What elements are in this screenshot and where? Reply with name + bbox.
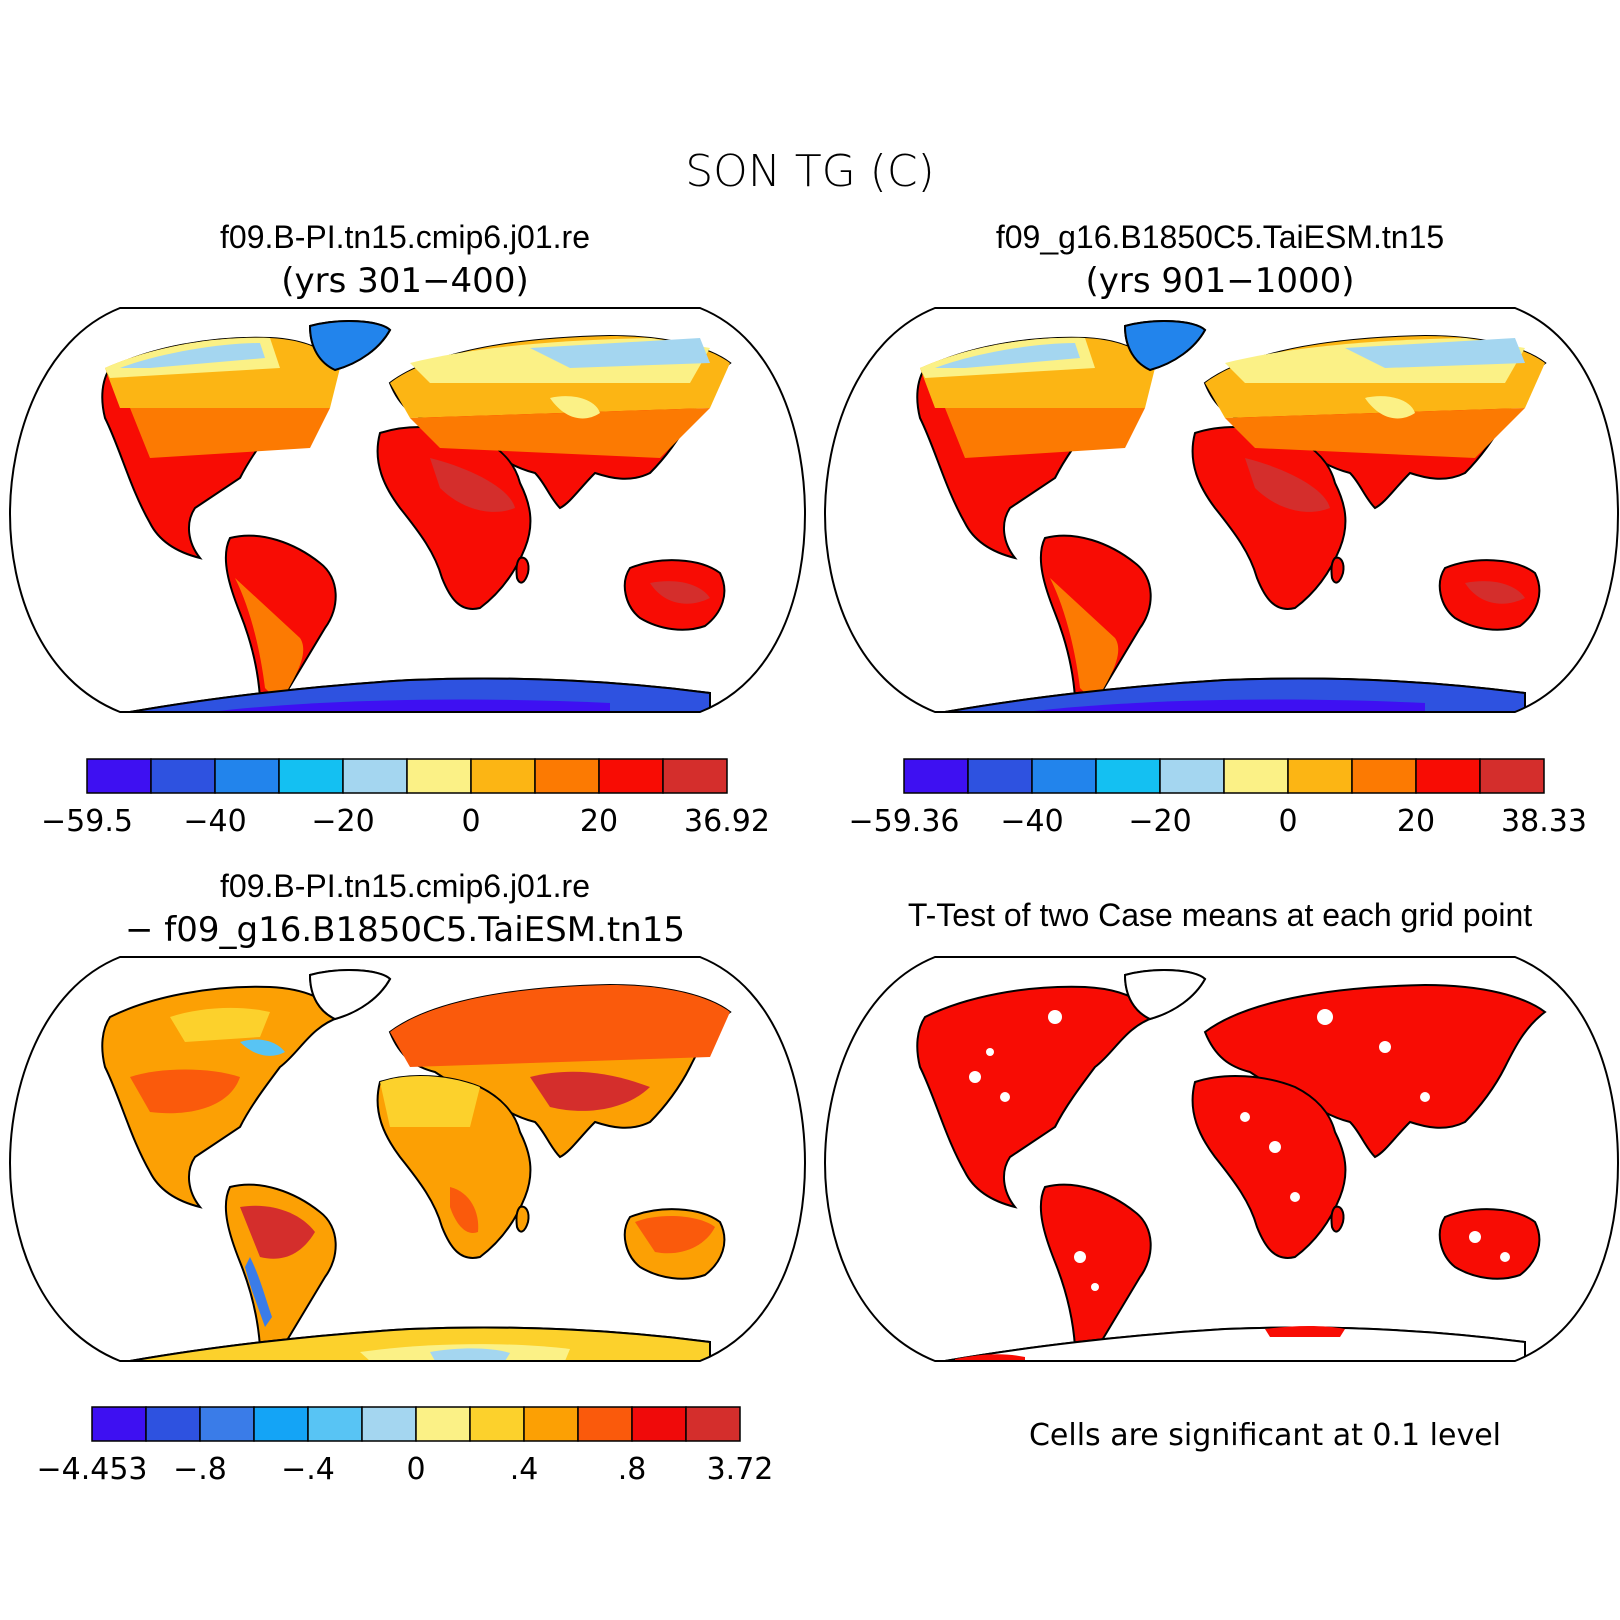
colorbar-tick-label: −59.36 — [848, 804, 959, 839]
colorbar-swatch — [903, 758, 969, 794]
colorbar-swatch — [534, 758, 600, 794]
colorbar-swatch — [470, 758, 536, 794]
map-border — [823, 956, 1620, 1362]
colorbar-swatch — [150, 758, 216, 794]
colorbar-swatch — [631, 1406, 687, 1442]
colorbar-swatch — [1287, 758, 1353, 794]
colorbar-swatch — [967, 758, 1033, 794]
panel-case1: f09.B-PI.tn15.cmip6.j01.re (yrs 301−400) — [8, 219, 807, 839]
map-difference — [10, 957, 805, 1361]
colorbar-swatch — [199, 1406, 255, 1442]
colorbar-tick-label: −59.5 — [41, 804, 133, 839]
colorbar-swatch — [598, 758, 664, 794]
colorbar-swatch — [523, 1406, 579, 1442]
map-case2 — [825, 308, 1619, 712]
panel-title: f09_g16.B1850C5.TaiESM.tn15 — [996, 219, 1444, 255]
colorbar-case2: −59.36 −40 −20 0 20 38.33 — [848, 758, 1587, 839]
colorbar-swatch — [1479, 758, 1545, 794]
colorbar-tick-label: 3.72 — [707, 1452, 774, 1487]
panel-subtitle: − f09_g16.B1850C5.TaiESM.tn15 — [125, 910, 685, 950]
panel-ttest: T-Test of two Case means at each grid po… — [823, 897, 1620, 1453]
colorbar-tick-label: 20 — [580, 804, 618, 839]
colorbar-tick-label: 38.33 — [1501, 804, 1587, 839]
colorbar-swatch — [1095, 758, 1161, 794]
colorbar-swatch — [86, 758, 152, 794]
colorbar-swatch — [91, 1406, 147, 1442]
colorbar-swatch — [1223, 758, 1289, 794]
colorbar-tick-label: −40 — [183, 804, 246, 839]
colorbar-tick-label: .4 — [510, 1452, 539, 1487]
significance-note: Cells are significant at 0.1 level — [1029, 1418, 1501, 1453]
colorbar-tick-label: 0 — [1278, 804, 1297, 839]
map-border — [8, 307, 807, 713]
colorbar-swatch — [662, 758, 728, 794]
colorbar-swatch — [307, 1406, 363, 1442]
map-border — [8, 956, 807, 1362]
colorbar-swatch — [1415, 758, 1481, 794]
colorbar-tick-label: −20 — [1128, 804, 1191, 839]
panel-title: T-Test of two Case means at each grid po… — [908, 897, 1532, 933]
colorbar-swatch — [406, 758, 472, 794]
panel-title: f09.B-PI.tn15.cmip6.j01.re — [220, 219, 590, 255]
colorbar-tick-label: −40 — [1000, 804, 1063, 839]
panel-case2: f09_g16.B1850C5.TaiESM.tn15 (yrs 901−100… — [823, 219, 1620, 839]
colorbar-swatch — [214, 758, 280, 794]
map-border — [823, 307, 1620, 713]
colorbar-tick-label: −.4 — [281, 1452, 335, 1487]
panel-difference: f09.B-PI.tn15.cmip6.j01.re − f09_g16.B18… — [8, 868, 807, 1487]
figure-title: SON TG (C) — [685, 146, 934, 197]
colorbar-swatch — [278, 758, 344, 794]
colorbar-tick-label: 36.92 — [684, 804, 770, 839]
colorbar-swatch — [145, 1406, 201, 1442]
colorbar-swatch — [342, 758, 408, 794]
colorbar-swatch — [1351, 758, 1417, 794]
colorbar-tick-label: −20 — [311, 804, 374, 839]
colorbar-swatch — [577, 1406, 633, 1442]
colorbar-swatch — [469, 1406, 525, 1442]
colorbar-tick-label: 0 — [406, 1452, 425, 1487]
colorbar-swatch — [253, 1406, 309, 1442]
panel-subtitle: (yrs 901−1000) — [1085, 261, 1354, 301]
colorbar-swatch — [415, 1406, 471, 1442]
colorbar-difference: −4.453 −.8 −.4 0 .4 .8 3.72 — [36, 1406, 774, 1487]
colorbar-tick-label: −.8 — [173, 1452, 227, 1487]
colorbar-tick-label: .8 — [618, 1452, 647, 1487]
colorbar-swatch — [361, 1406, 417, 1442]
colorbar-tick-label: −4.453 — [36, 1452, 147, 1487]
colorbar-tick-label: 20 — [1397, 804, 1435, 839]
colorbar-swatch — [1031, 758, 1097, 794]
map-case1 — [10, 308, 805, 712]
panel-subtitle: (yrs 301−400) — [281, 261, 528, 301]
panel-title: f09.B-PI.tn15.cmip6.j01.re — [220, 868, 590, 904]
colorbar-swatch — [685, 1406, 741, 1442]
colorbar-swatch — [1159, 758, 1225, 794]
colorbar-case1: −59.5 −40 −20 0 20 36.92 — [41, 758, 770, 839]
map-ttest — [825, 957, 1619, 1361]
colorbar-tick-label: 0 — [461, 804, 480, 839]
